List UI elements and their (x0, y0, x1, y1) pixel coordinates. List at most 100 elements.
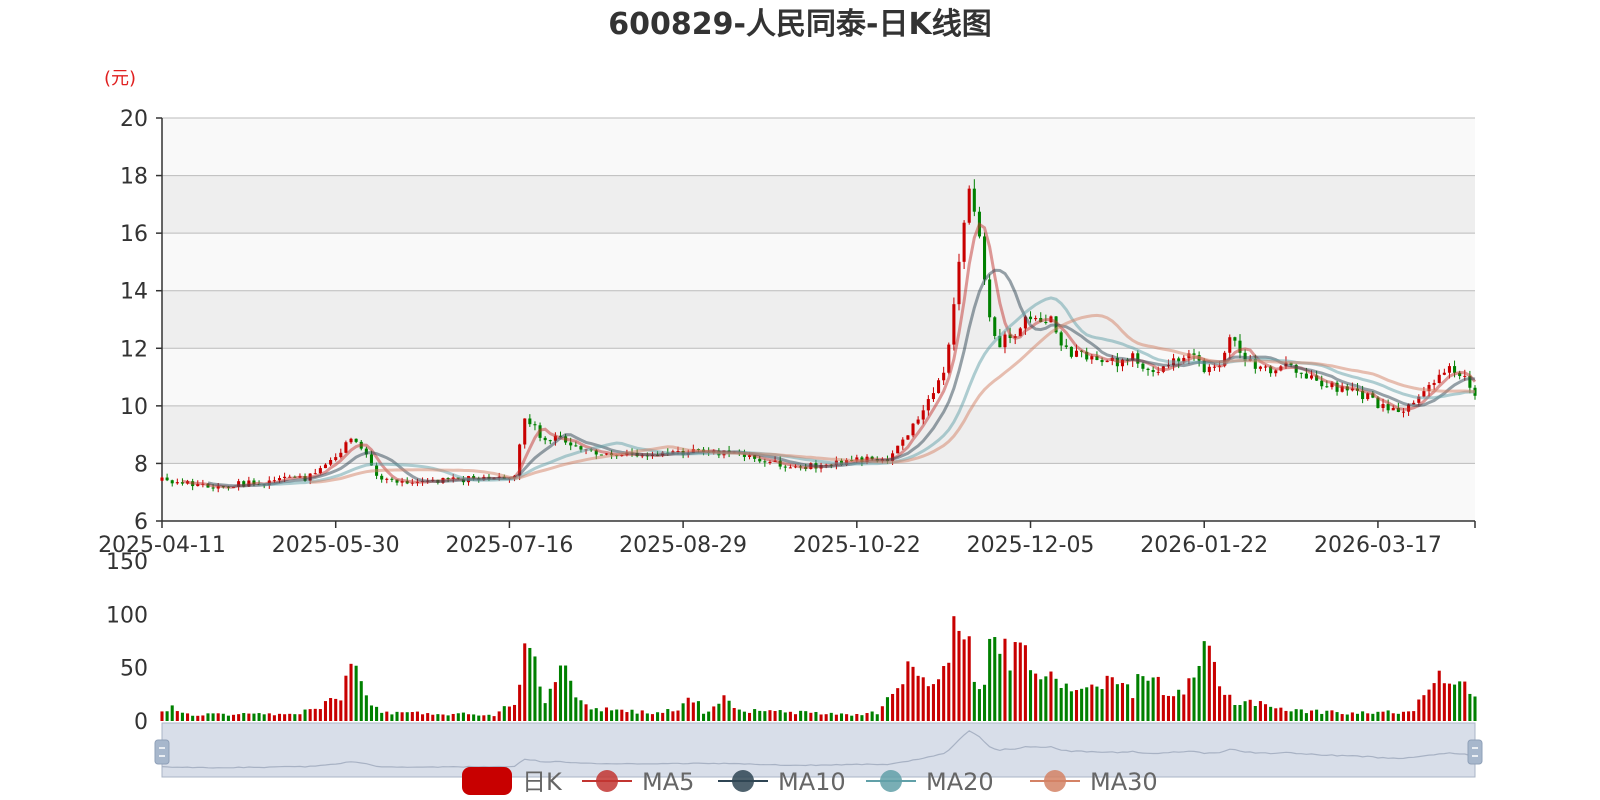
volume-bar (1412, 711, 1416, 721)
slider-right-handle[interactable] (1467, 739, 1483, 765)
volume-bar (1233, 704, 1237, 721)
candle-body (896, 445, 900, 454)
candle-body (1028, 316, 1033, 320)
candle-body (1146, 368, 1150, 371)
volume-bar (681, 703, 685, 721)
volume-bar (262, 714, 266, 721)
volume-bar (589, 709, 593, 721)
candle-body (1391, 408, 1395, 411)
datazoom-slider[interactable] (154, 722, 1483, 778)
volume-bar (1166, 695, 1170, 721)
candle-body (390, 478, 394, 480)
volume-bar (186, 713, 190, 721)
candle-body (906, 435, 910, 440)
candle-body (901, 439, 905, 446)
volume-bar (1090, 684, 1094, 721)
volume-bar (1437, 670, 1441, 721)
volume-bar (160, 711, 164, 721)
volume-y-tick-label: 100 (106, 603, 148, 628)
candle-body (1074, 350, 1079, 357)
volume-bar (426, 713, 430, 721)
slider-left-handle[interactable] (154, 739, 170, 765)
candle-body (1340, 386, 1344, 392)
candle-body (1325, 386, 1329, 388)
volume-bar (942, 666, 946, 721)
volume-bar (1269, 706, 1273, 721)
volume-bar (604, 707, 609, 721)
volume-bar (472, 714, 476, 721)
volume-bar (1172, 696, 1176, 721)
volume-bar (625, 712, 629, 721)
volume-bar (584, 704, 588, 721)
volume-bar (712, 706, 716, 721)
volume-bar (436, 714, 440, 721)
candle-body (344, 442, 348, 453)
candle-body (1442, 372, 1446, 375)
volume-bar (211, 713, 215, 721)
candle-body (1309, 375, 1314, 379)
volume-bar (640, 710, 644, 721)
candle-body (349, 438, 353, 443)
candle-body (788, 467, 792, 469)
volume-bar (579, 700, 583, 721)
volume-bar (170, 705, 174, 721)
volume-bar (865, 713, 869, 721)
price-y-axis: 6 8 10 12 14 16 18 20 (120, 107, 163, 535)
volume-bar (421, 714, 425, 721)
candle-body (1044, 322, 1048, 324)
volume-bar (1131, 698, 1135, 721)
candle-body (528, 418, 532, 425)
ma10-line (207, 268, 1476, 488)
volume-bar (921, 677, 925, 721)
volume-bar (707, 711, 711, 721)
ma20-line (258, 296, 1476, 486)
volume-bar (1325, 710, 1329, 721)
volume-bar (323, 701, 328, 721)
volume-bar (977, 689, 981, 721)
volume-bar (548, 688, 552, 721)
volume-bar (1386, 710, 1390, 721)
candle-body (380, 475, 384, 480)
candle-body (916, 419, 920, 424)
volume-bar (410, 712, 414, 721)
volume-bar (1447, 683, 1451, 721)
volume-bar (1013, 642, 1017, 721)
candle-body (1432, 382, 1436, 385)
legend-icon-marker (1044, 770, 1066, 792)
legend-icon-marker (880, 770, 902, 792)
volume-bar (1207, 645, 1211, 721)
candle-body (1034, 318, 1038, 320)
volume-bar (1366, 713, 1370, 721)
volume-bar (875, 714, 879, 721)
volume-bar (1299, 709, 1303, 721)
volume-bar (1248, 699, 1252, 721)
price-y-tick-label: 10 (120, 395, 148, 420)
candle-body (1422, 391, 1426, 397)
volume-bar (896, 688, 900, 721)
volume-bar (334, 698, 338, 721)
price-plot-area (162, 117, 1475, 522)
volume-bar (385, 711, 389, 721)
candle-body (579, 446, 583, 450)
volume-bar (1304, 713, 1308, 721)
volume-bar (180, 712, 184, 721)
volume-bar (512, 704, 517, 721)
volume-bar (916, 675, 920, 721)
candle-body (1361, 390, 1365, 400)
volume-bar (482, 715, 486, 721)
volume-bar (722, 695, 726, 721)
volume-bar (610, 710, 614, 721)
date-x-axis: 2025-04-11 2025-05-30 2025-07-16 2025-08-29… (98, 520, 1476, 558)
volume-bar (793, 714, 798, 721)
volume-bar (911, 666, 915, 721)
volume-bar (814, 711, 818, 721)
volume-bar (1054, 678, 1058, 721)
volume-bar (461, 712, 465, 721)
candle-body (957, 261, 961, 305)
candle-body (753, 455, 757, 459)
volume-bar (1008, 670, 1012, 721)
volume-bar (1218, 686, 1222, 721)
candle-body (543, 437, 547, 441)
volume-bar (446, 715, 450, 721)
volume-bar (906, 661, 910, 721)
